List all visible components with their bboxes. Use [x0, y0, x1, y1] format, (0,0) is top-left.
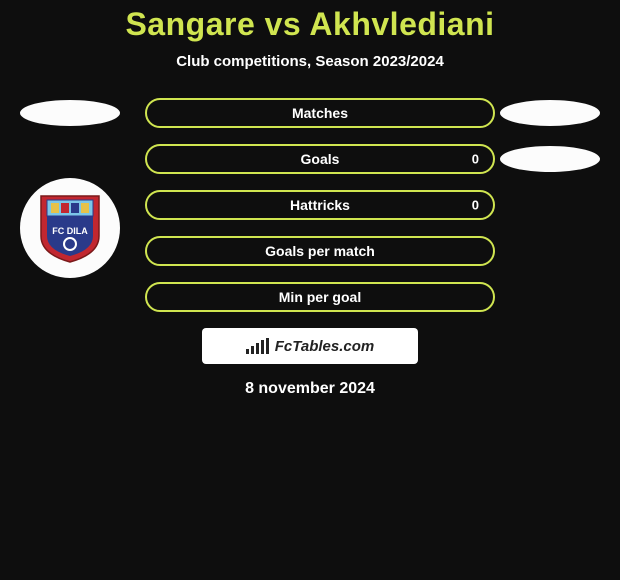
club-badge: FC DILA	[20, 178, 120, 278]
right-pill	[500, 146, 600, 172]
stat-label: Hattricks	[290, 197, 350, 213]
bars-icon	[246, 338, 269, 354]
svg-text:FC DILA: FC DILA	[52, 226, 88, 236]
subtitle: Club competitions, Season 2023/2024	[0, 53, 620, 70]
date-label: 8 november 2024	[0, 380, 620, 398]
stat-row: Matches	[10, 98, 610, 132]
right-pill	[500, 100, 600, 126]
stat-label: Goals	[301, 151, 340, 167]
stat-row: Min per goal	[10, 282, 610, 316]
stat-right-value: 0	[472, 198, 479, 213]
stat-right-value: 0	[472, 152, 479, 167]
brand-text: FcTables.com	[275, 338, 374, 355]
stat-label: Goals per match	[265, 243, 375, 259]
stat-row: Goals 0	[10, 144, 610, 178]
stat-bar: Goals 0	[145, 144, 495, 174]
page-title: Sangare vs Akhvlediani	[0, 6, 620, 43]
stat-bar: Min per goal	[145, 282, 495, 312]
stat-bar: Goals per match	[145, 236, 495, 266]
stat-bar: Matches	[145, 98, 495, 128]
brand-badge[interactable]: FcTables.com	[202, 328, 418, 364]
club-shield-icon: FC DILA	[39, 192, 101, 264]
stat-label: Min per goal	[279, 289, 361, 305]
stat-label: Matches	[292, 105, 348, 121]
comparison-card: Sangare vs Akhvlediani Club competitions…	[0, 0, 620, 580]
stat-bar: Hattricks 0	[145, 190, 495, 220]
left-pill	[20, 100, 120, 126]
